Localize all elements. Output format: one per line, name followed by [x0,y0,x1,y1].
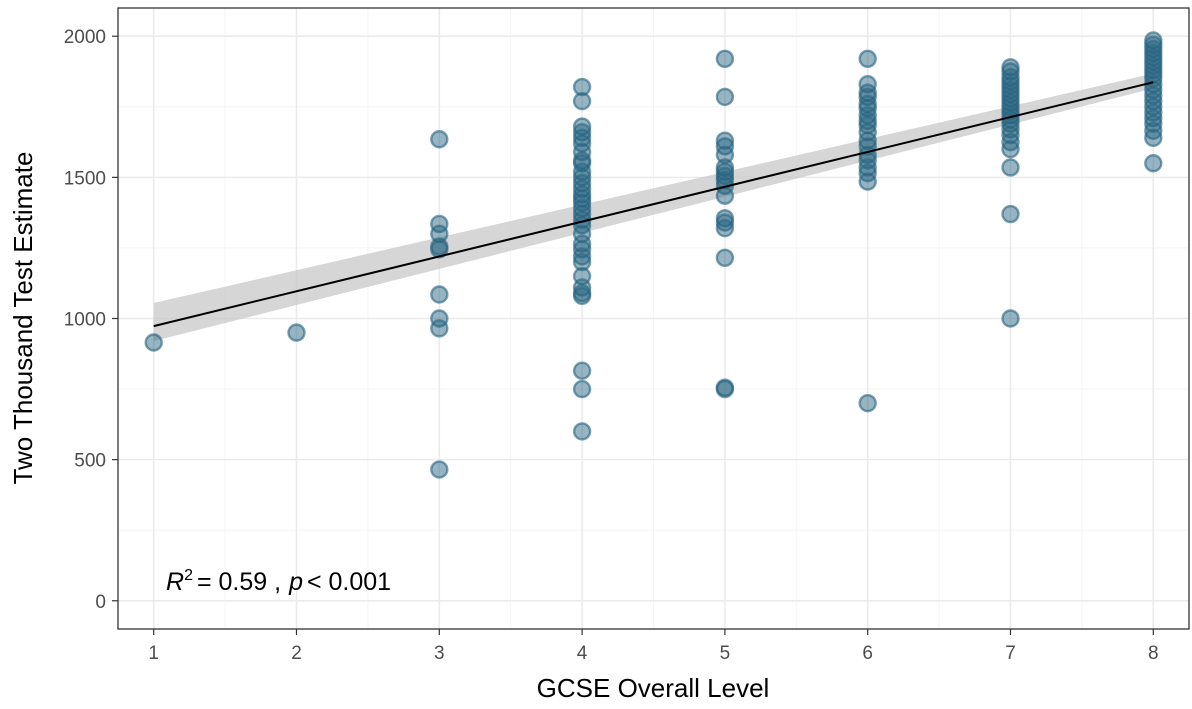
points-layer [144,31,1163,479]
y-tick-label: 1500 [64,168,106,189]
y-tick-label: 500 [74,451,106,472]
p-symbol: p [288,568,303,596]
stats-annotation: R2 = 0.59 , p < 0.001 [166,567,391,596]
data-point [1001,204,1020,224]
data-point [572,379,592,399]
data-point [1144,154,1163,173]
data-point [715,209,735,228]
r-value: = 0.59 , [197,568,281,596]
data-point [430,214,449,234]
data-point [858,393,877,413]
data-point [430,130,449,149]
data-point [1001,58,1020,77]
x-tick-label: 8 [1148,643,1159,664]
data-point [1001,309,1020,328]
y-tick-label: 2000 [64,27,106,48]
x-tick-label: 1 [148,643,159,664]
data-point [144,333,163,352]
y-tick-label: 0 [95,592,106,613]
data-point [715,87,735,107]
data-point [430,460,449,479]
data-point [430,309,449,328]
data-point [287,323,306,342]
axes: 1 2 3 4 5 6 7 8 0 500 1000 1500 2000 [64,27,1159,664]
data-point [572,117,592,136]
x-tick-label: 5 [720,643,731,664]
y-axis-title: Two Thousand Test Estimate [8,152,38,485]
confidence-band-layer [153,73,1154,342]
data-point [715,378,735,397]
x-tick-label: 4 [577,643,588,664]
x-axis-title: GCSE Overall Level [537,673,770,703]
data-point [572,77,592,97]
data-point [715,131,735,150]
x-tick-label: 7 [1005,643,1016,664]
data-point [715,248,735,268]
r-symbol: R [166,568,184,596]
p-value: < 0.001 [307,568,391,596]
x-tick-label: 6 [862,643,873,664]
data-point [1001,158,1020,177]
x-tick-label: 2 [291,643,302,664]
fit-line-layer [153,81,1154,328]
data-point [715,49,735,69]
confidence-band [153,73,1154,342]
data-point [858,49,877,69]
r-exponent: 2 [184,567,193,584]
data-point [858,75,877,94]
y-tick-label: 1000 [64,310,106,331]
data-point [430,285,449,304]
data-point [1144,31,1163,50]
regression-line [153,81,1154,328]
data-point [572,361,592,380]
data-point [572,422,592,441]
x-tick-label: 3 [434,643,445,664]
